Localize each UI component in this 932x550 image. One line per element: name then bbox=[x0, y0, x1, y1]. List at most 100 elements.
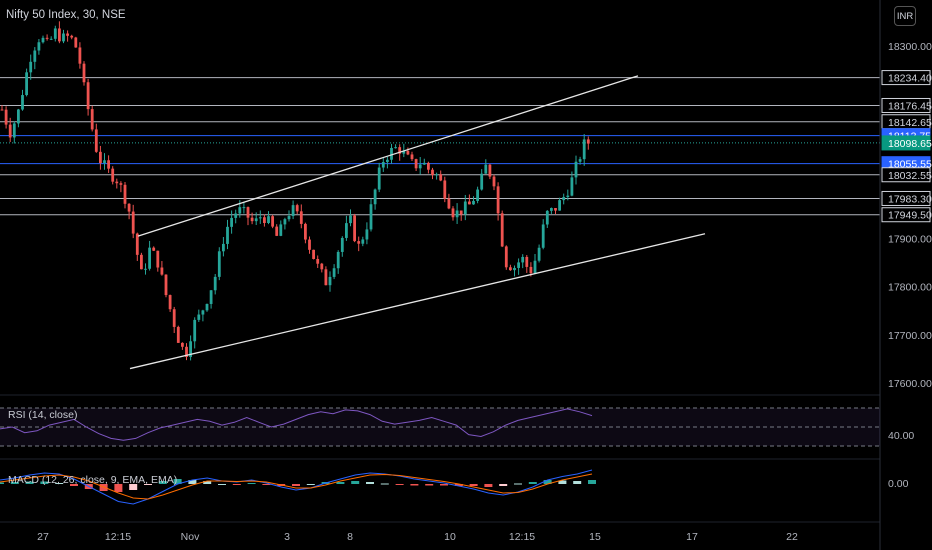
macd-histogram-bar bbox=[129, 484, 138, 490]
candle-up bbox=[226, 226, 229, 244]
price-label-box bbox=[881, 167, 931, 183]
macd-histogram-bar bbox=[10, 482, 19, 484]
candle-up bbox=[345, 223, 348, 238]
time-tick-label: Nov bbox=[181, 531, 200, 543]
candle-up bbox=[455, 210, 459, 218]
price-label-box bbox=[881, 97, 931, 113]
macd-panel bbox=[0, 469, 596, 505]
rsi-panel bbox=[0, 408, 593, 441]
candle-down bbox=[447, 198, 451, 209]
macd-histogram-bar bbox=[588, 480, 596, 484]
candle-down bbox=[119, 183, 123, 185]
macd-histogram-bar bbox=[0, 482, 4, 484]
macd-histogram-bar bbox=[543, 480, 552, 484]
macd-histogram-bar bbox=[499, 484, 508, 486]
time-tick-label: 8 bbox=[347, 531, 353, 543]
candle-up bbox=[254, 218, 258, 222]
candle-down bbox=[185, 346, 188, 357]
candle-up bbox=[373, 189, 377, 205]
macd-label[interactable]: MACD (12, 26, close, 9, EMA, EMA) bbox=[8, 474, 178, 486]
candle-up bbox=[418, 164, 422, 169]
candle-up bbox=[21, 95, 24, 110]
candle-down bbox=[304, 223, 307, 240]
price-label-box bbox=[881, 207, 931, 223]
macd-histogram-bar bbox=[173, 479, 182, 484]
candle-down bbox=[74, 37, 78, 48]
candle-up bbox=[365, 229, 369, 240]
candle-up bbox=[62, 33, 65, 42]
candle-up bbox=[209, 290, 213, 304]
macd-histogram-bar bbox=[232, 484, 241, 485]
price-label: 18032.55 bbox=[888, 170, 932, 182]
macd-line bbox=[0, 469, 593, 505]
macd-histogram-bar bbox=[218, 484, 226, 485]
candle-down bbox=[308, 239, 311, 250]
candle-down bbox=[492, 176, 496, 187]
price-label: 18098.65 bbox=[888, 138, 932, 150]
candle-down bbox=[271, 216, 274, 227]
candle-up bbox=[558, 200, 561, 211]
candle-down bbox=[299, 211, 303, 224]
candle-up bbox=[394, 147, 397, 149]
macd-histogram-bar bbox=[410, 484, 419, 486]
candle-up bbox=[480, 173, 484, 190]
candle-up bbox=[422, 162, 426, 165]
candle-up bbox=[513, 267, 516, 271]
time-axis: 27 12:15 Nov 3 8 10 12:15 15 17 22 bbox=[37, 531, 798, 543]
candle-down bbox=[353, 215, 356, 242]
rsi-label[interactable]: RSI (14, close) bbox=[8, 409, 78, 421]
candle-up bbox=[476, 189, 479, 201]
macd-histogram-bar bbox=[306, 484, 315, 485]
candle-up bbox=[336, 251, 340, 269]
candle-down bbox=[554, 208, 557, 211]
macd-histogram-bar bbox=[425, 484, 434, 486]
candle-down bbox=[431, 169, 434, 176]
candle-up bbox=[12, 123, 16, 138]
candle-down bbox=[94, 129, 98, 152]
candle-down bbox=[0, 109, 4, 111]
currency-button[interactable]: INR bbox=[894, 6, 916, 26]
candle-up bbox=[148, 247, 151, 269]
candle-down bbox=[160, 267, 164, 275]
candle-down bbox=[66, 33, 69, 36]
candle-down bbox=[90, 109, 94, 130]
price-label-box bbox=[881, 190, 931, 206]
candle-up bbox=[484, 164, 488, 174]
macd-axis-value: 0.00 bbox=[888, 478, 909, 490]
candle-up bbox=[472, 200, 475, 205]
candle-down bbox=[250, 217, 254, 222]
signal-line bbox=[0, 473, 593, 500]
candle-down bbox=[320, 263, 324, 270]
time-tick-label: 27 bbox=[37, 531, 49, 543]
candle-down bbox=[8, 124, 12, 138]
macd-histogram-bar bbox=[440, 484, 448, 486]
price-tick-label: 17800.00 bbox=[888, 282, 932, 294]
candle-up bbox=[328, 276, 332, 286]
candle-up bbox=[283, 219, 287, 225]
candle-up bbox=[201, 310, 205, 315]
time-tick-label: 12:15 bbox=[105, 531, 131, 543]
candle-down bbox=[509, 267, 512, 271]
candle-down bbox=[45, 37, 49, 39]
price-tick-label: 18300.00 bbox=[888, 41, 932, 53]
candle-up bbox=[566, 195, 570, 198]
candle-down bbox=[443, 180, 447, 199]
macd-histogram-bar bbox=[25, 481, 34, 484]
macd-histogram-bar bbox=[380, 483, 389, 485]
candle-up bbox=[242, 207, 246, 209]
macd-histogram-bar bbox=[158, 481, 167, 484]
macd-histogram-bar bbox=[395, 484, 404, 485]
macd-histogram-bar bbox=[144, 484, 152, 485]
macd-histogram-bar bbox=[514, 483, 522, 485]
candle-down bbox=[275, 226, 279, 236]
channel-lower-trendline bbox=[129, 233, 706, 370]
candle-up bbox=[144, 268, 147, 270]
macd-histogram-bar bbox=[336, 482, 345, 484]
candle-down bbox=[127, 203, 131, 212]
candle-up bbox=[258, 217, 262, 219]
macd-histogram-bar bbox=[40, 481, 49, 484]
candle-up bbox=[205, 303, 209, 311]
macd-histogram-bar bbox=[292, 484, 300, 486]
candle-down bbox=[86, 82, 90, 110]
